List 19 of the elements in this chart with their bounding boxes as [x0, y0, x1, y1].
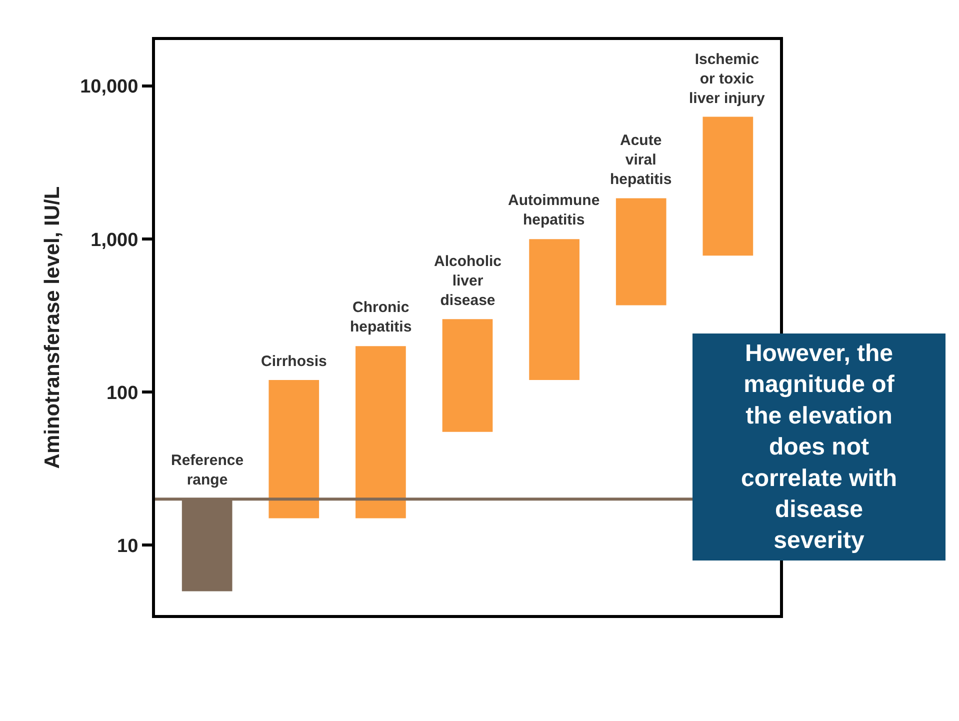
x-tick-label: Reference range — [171, 452, 244, 488]
x-tick-label: Cirrhosis — [261, 353, 327, 370]
bar — [616, 198, 666, 306]
x-tick-label: Chronic hepatitis — [350, 299, 412, 336]
x-tick-label: Ischemic or toxic liver injury — [689, 51, 766, 107]
y-tick-label: 1,000 — [90, 230, 138, 251]
x-tick-label: Acute viral hepatitis — [610, 132, 672, 188]
bar — [442, 319, 493, 432]
bar — [268, 380, 320, 518]
bar — [529, 239, 580, 380]
y-tick-label: 10 — [117, 536, 138, 557]
x-tick-label: Autoimmune hepatitis — [508, 192, 600, 228]
y-tick-label: 10,000 — [80, 76, 138, 98]
y-axis-title: Aminotransferase level, IU/L — [41, 186, 64, 469]
annotation: However, the magnitude of the elevation does not correlate with disease severity — [740, 340, 898, 554]
y-tick-label: 100 — [106, 382, 138, 404]
bar — [702, 116, 754, 256]
bar — [356, 346, 406, 518]
x-tick-label: Alcoholic liver disease — [434, 253, 502, 309]
